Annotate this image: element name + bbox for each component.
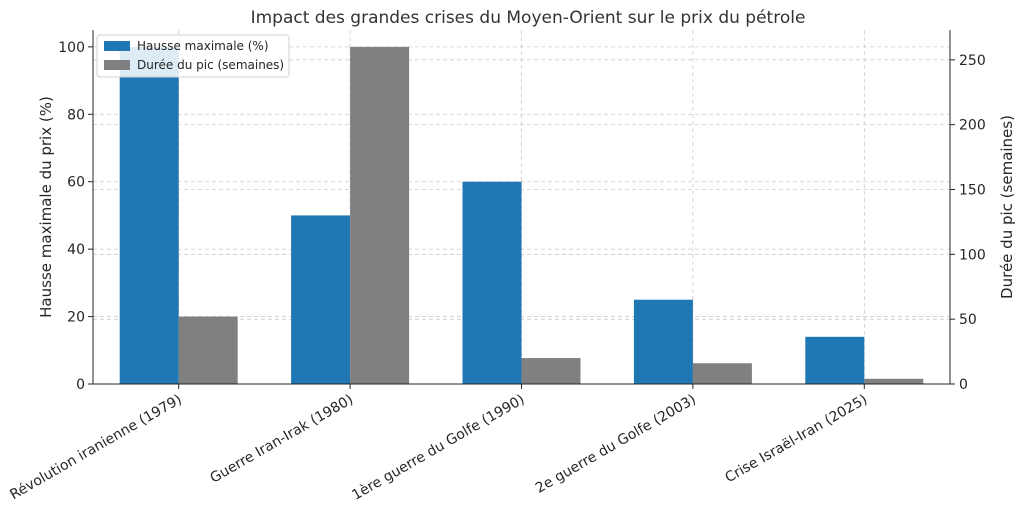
bar-hausse-2 [462,181,522,384]
y-axis-left-label: Hausse maximale du prix (%) [37,96,55,318]
y-tick-left-label: 100 [58,40,85,56]
y-axis-right-label: Durée du pic (semaines) [998,115,1016,299]
bar-hausse-1 [291,215,351,384]
bar-duree-1 [350,46,410,384]
y-tick-left-label: 40 [67,242,85,258]
x-tick-label: Crise Israël-Iran (2025) [722,392,870,487]
bar-duree-0 [178,316,238,384]
legend-label-hausse: Hausse maximale (%) [137,39,269,53]
bar-duree-3 [692,363,752,384]
x-tick-label: 2e guerre du Golfe (2003) [533,392,699,497]
y-tick-left-label: 20 [67,310,85,326]
y-axis-right-ticks: 0 50 100 150 200 250 [950,53,986,393]
bars [119,46,924,384]
legend-swatch-hausse [104,41,130,51]
y-tick-right-label: 100 [959,247,986,263]
legend: Hausse maximale (%) Durée du pic (semain… [96,34,290,78]
y-tick-right-label: 200 [959,118,986,134]
y-tick-left-label: 80 [67,107,85,123]
bar-duree-4 [864,378,924,384]
chart-title: Impact des grandes crises du Moyen-Orien… [251,8,806,28]
bar-hausse-4 [805,336,865,384]
x-tick-label: Révolution iranienne (1979) [7,392,184,504]
y-tick-left-label: 0 [76,377,85,393]
y-tick-right-label: 0 [959,377,968,393]
y-axis-left-ticks: 0 20 40 60 80 100 [58,40,93,393]
y-tick-right-label: 150 [959,182,986,198]
bar-duree-2 [521,358,581,384]
bar-hausse-3 [633,299,693,384]
legend-swatch-duree [104,60,130,70]
bar-hausse-0 [119,46,179,384]
legend-label-duree: Durée du pic (semaines) [137,58,284,72]
y-tick-right-label: 50 [959,312,977,328]
y-tick-left-label: 60 [67,175,85,191]
x-tick-label: Guerre Iran-Irak (1980) [208,392,357,487]
x-axis-ticks: Révolution iranienne (1979) Guerre Iran-I… [7,384,870,504]
y-tick-right-label: 250 [959,53,986,69]
x-tick-label: 1ère guerre du Golfe (1990) [349,392,527,504]
legend-frame [96,34,290,78]
